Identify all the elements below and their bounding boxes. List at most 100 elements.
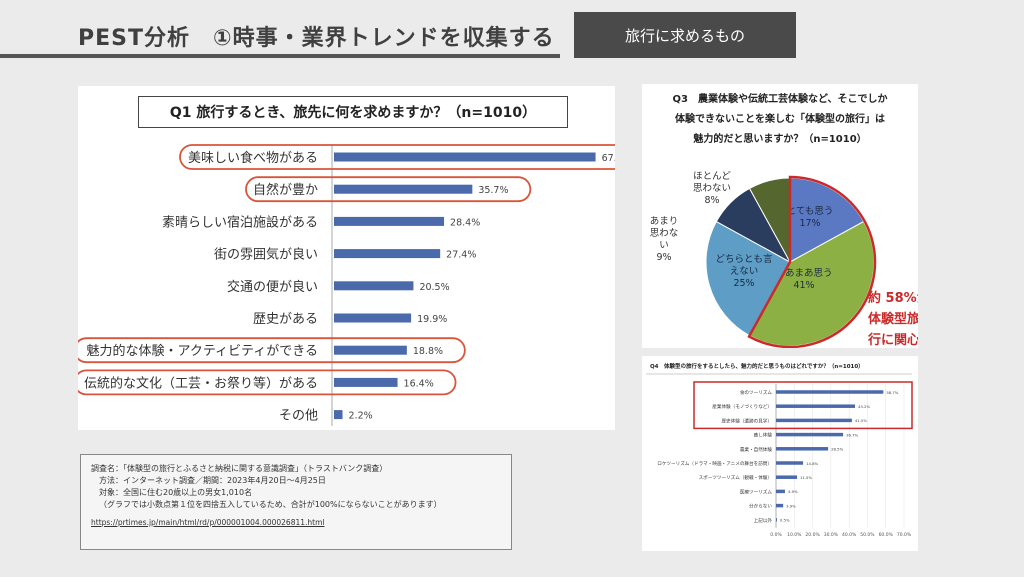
q4-value-label: 58.7% — [886, 390, 898, 395]
q1-bar — [334, 249, 441, 259]
q3-title-line: Q3 農業体験や伝統工芸体験など、そこでしか — [672, 94, 888, 105]
q1-value-label: 16.4% — [404, 378, 434, 389]
q4-category-label: スポーツツーリズム（観戦・体験） — [699, 474, 772, 481]
q4-tick-label: 60.0% — [879, 532, 894, 538]
q3-slice-label: あまり — [650, 216, 679, 227]
q3-slice-label: 17% — [799, 218, 820, 229]
q4-category-label: 癒し体験 — [754, 432, 773, 439]
q1-bar — [334, 184, 473, 194]
q3-title-line: 魅力的だと思いますか？（n=1010） — [693, 134, 867, 145]
q3-slice-label: 41% — [793, 280, 814, 291]
q1-value-label: 67.5% — [602, 153, 615, 164]
q3-chart-title: Q3 農業体験や伝統工芸体験など、そこでしか 体験できないことを楽しむ「体験型の… — [642, 90, 918, 150]
q4-tick-label: 20.0% — [805, 532, 820, 538]
q4-value-label: 0.5% — [780, 518, 790, 523]
q1-category-label: 魅力的な体験・アクティビティができる — [86, 343, 318, 359]
q4-category-label: ロケツーリズム（ドラマ・映画・アニメの舞台を訪問） — [657, 460, 772, 467]
q3-slice-label: とても思う — [787, 206, 834, 217]
q1-chart-title: Q1 旅行するとき、旅先に何を求めますか？（n=1010） — [138, 96, 568, 128]
q4-tick-label: 70.0% — [897, 532, 912, 538]
q4-chart-panel: Q4 体験型の旅行をするとしたら、魅力的だと思うものはどれですか？（n=1010… — [642, 356, 918, 551]
title-underline — [0, 54, 560, 58]
q4-bar — [776, 489, 785, 494]
q1-highlight-outline — [78, 369, 457, 396]
q3-slice-label: まあまあ思う — [775, 268, 832, 279]
q3-annotation-text: 約 58%が — [868, 290, 918, 306]
q4-value-label: 4.9% — [788, 489, 798, 494]
q4-bar — [776, 475, 798, 479]
q3-title-line: 体験できないことを楽しむ「体験型の旅行」は — [675, 114, 885, 125]
q1-category-label: 自然が豊か — [253, 182, 318, 198]
q1-bar — [334, 281, 414, 291]
q4-value-label: 11.5% — [800, 475, 812, 480]
q4-bar — [776, 503, 784, 508]
q1-category-label: 街の雰囲気が良い — [214, 247, 318, 263]
source-line: 方法：インターネット調査／期間：2023年4月20日〜4月25日 — [99, 476, 326, 485]
q1-bar — [334, 152, 596, 162]
q3-highlight-outline — [747, 175, 877, 348]
q3-slice-label: 25% — [733, 278, 754, 289]
q4-bar — [776, 447, 829, 451]
q3-slice-label: ほとんど — [693, 171, 731, 182]
source-link[interactable]: https://prtimes.jp/main/html/rd/p/000001… — [91, 518, 325, 527]
q4-chart-title: Q4 体験型の旅行をするとしたら、魅力的だと思うものはどれですか？（n=1010… — [650, 362, 864, 370]
section-label: 旅行に求めるもの — [574, 12, 796, 58]
q4-bar — [776, 404, 855, 408]
q4-category-label: 産業体験（モノづくりなど） — [712, 403, 772, 410]
q4-category-label: 分からない — [749, 503, 772, 510]
q1-highlight-outline — [179, 144, 615, 170]
q1-value-label: 27.4% — [446, 250, 476, 261]
q4-value-label: 14.8% — [806, 461, 818, 466]
q1-highlight-outline — [78, 337, 466, 364]
page-title: PEST分析 ①時事・業界トレンドを収集する — [78, 26, 555, 51]
q4-highlight-outline — [693, 381, 913, 430]
q4-bar — [776, 390, 884, 394]
q1-value-label: 35.7% — [478, 185, 508, 196]
q4-category-label: 医療ツーリズム — [740, 488, 773, 495]
q4-bar — [776, 418, 852, 423]
q1-highlight-outline — [245, 176, 532, 203]
q4-category-label: 食のツーリズム — [740, 389, 773, 396]
q1-value-label: 19.9% — [417, 314, 447, 325]
q4-bar — [776, 518, 777, 522]
q1-category-label: 歴史がある — [253, 312, 318, 327]
q3-chart-panel: Q3 農業体験や伝統工芸体験など、そこでしか 体験できないことを楽しむ「体験型の… — [642, 84, 918, 348]
q1-value-label: 2.2% — [349, 411, 373, 422]
q4-category-label: 農業・自然体験 — [740, 446, 773, 453]
q4-bar — [776, 461, 804, 465]
q3-slice-label: 思わな — [650, 228, 679, 239]
q1-value-label: 20.5% — [419, 282, 449, 293]
q1-bar-chart: 美味しい食べ物がある 67.5% 自然が豊か 35.7% 素晴らしい宿泊施設がある 28.… — [78, 144, 615, 426]
source-line: 対象：全国に住む20歳以上の男女1,010名 — [99, 488, 253, 497]
q4-tick-label: 50.0% — [860, 532, 875, 538]
q1-bar — [334, 345, 407, 355]
q4-tick-label: 10.0% — [787, 532, 802, 538]
source-line: 調査名：「体験型の旅行とふるさと納税に関する意識調査」（トラストバンク調査） — [91, 464, 388, 473]
q1-value-label: 28.4% — [450, 217, 480, 228]
q1-category-label: 美味しい食べ物がある — [188, 150, 318, 166]
q4-value-label: 28.5% — [831, 447, 843, 452]
q3-slice-label: どちらとも言 — [715, 253, 773, 265]
q3-pie-chart: とても思う17%まあまあ思う41%どちらとも言えない25%あまり思わない9%ほと… — [650, 171, 918, 348]
q3-slice-label: 8% — [704, 195, 719, 206]
q3-pie-slice — [705, 220, 791, 337]
q1-value-label: 18.8% — [413, 346, 443, 357]
q4-tick-label: 30.0% — [824, 532, 839, 538]
q4-value-label: 41.5% — [855, 418, 867, 423]
q3-slice-label: えない — [730, 266, 759, 277]
source-line: （グラフでは小数点第１位を四捨五入しているため、合計が100%にならないことがあ… — [99, 500, 442, 509]
q3-annotation-text: 行に関心 — [867, 332, 918, 348]
q1-category-label: 交通の便が良い — [227, 279, 318, 295]
q1-bar — [334, 313, 412, 323]
q1-category-label: 素晴らしい宿泊施設がある — [162, 214, 318, 230]
q4-tick-label: 0.0% — [770, 532, 782, 538]
q1-bar — [334, 377, 398, 387]
q1-category-label: 伝統的な文化（工芸・お祭り等）がある — [84, 375, 318, 391]
q3-slice-label: 思わない — [693, 183, 731, 194]
q4-bar-chart: Q4 体験型の旅行をするとしたら、魅力的だと思うものはどれですか？（n=1010… — [646, 362, 913, 538]
q4-value-label: 43.2% — [858, 404, 870, 409]
source-note: 調査名：「体験型の旅行とふるさと納税に関する意識調査」（トラストバンク調査） 方… — [80, 454, 512, 550]
q4-tick-label: 40.0% — [842, 532, 857, 538]
q4-value-label: 3.9% — [786, 503, 796, 508]
q3-annotation-text: 体験型旅 — [868, 311, 918, 327]
